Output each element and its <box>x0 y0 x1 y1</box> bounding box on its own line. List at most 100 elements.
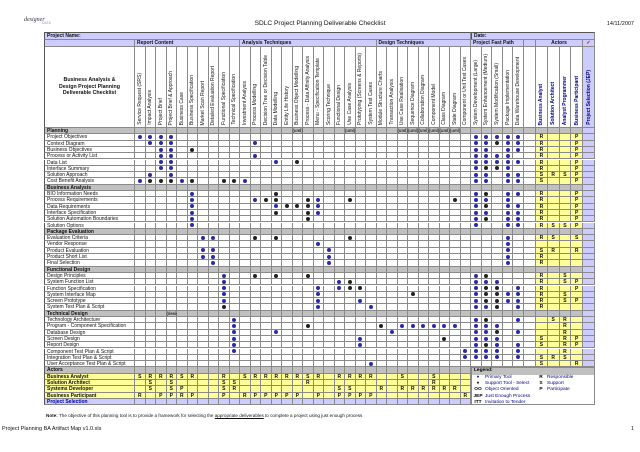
technique-cell[interactable] <box>219 165 230 173</box>
technique-cell[interactable] <box>261 134 272 141</box>
technique-cell[interactable] <box>303 153 314 160</box>
technique-cell[interactable] <box>135 216 146 223</box>
technique-cell[interactable] <box>208 165 219 173</box>
technique-cell[interactable] <box>261 209 272 217</box>
technique-cell[interactable] <box>229 134 240 141</box>
technique-cell[interactable] <box>397 197 408 204</box>
project-selection-row[interactable]: Project Selection <box>44 398 135 406</box>
technique-cell[interactable] <box>460 134 471 141</box>
actor-role-cell[interactable] <box>559 209 572 217</box>
technique-cell[interactable] <box>376 203 387 210</box>
technique-cell[interactable] <box>450 191 461 198</box>
actor-role-cell[interactable]: P <box>571 197 583 204</box>
technique-cell[interactable] <box>219 203 230 210</box>
project-selection-cell[interactable] <box>418 398 429 406</box>
technique-cell[interactable] <box>135 178 146 185</box>
technique-cell[interactable] <box>135 146 146 154</box>
technique-cell[interactable] <box>187 209 198 217</box>
technique-cell[interactable] <box>240 159 251 166</box>
technique-cell[interactable] <box>177 178 188 185</box>
technique-cell[interactable] <box>345 191 356 198</box>
technique-cell[interactable] <box>408 153 419 160</box>
technique-cell[interactable] <box>135 159 146 166</box>
project-selection-cell[interactable] <box>145 398 156 406</box>
technique-cell[interactable] <box>418 165 429 173</box>
technique-cell[interactable] <box>240 209 251 217</box>
technique-cell[interactable] <box>303 197 314 204</box>
project-selection-cell[interactable] <box>397 398 408 406</box>
technique-cell[interactable] <box>334 165 345 173</box>
technique-cell[interactable] <box>177 172 188 179</box>
actor-role-cell[interactable] <box>559 159 572 166</box>
project-selection-cell[interactable] <box>408 398 419 406</box>
technique-cell[interactable] <box>261 165 272 173</box>
technique-cell[interactable] <box>271 172 282 179</box>
technique-cell[interactable] <box>366 191 377 198</box>
technique-cell[interactable] <box>439 159 450 166</box>
technique-cell[interactable] <box>387 146 398 154</box>
fast-path-cell[interactable] <box>492 209 503 217</box>
technique-cell[interactable] <box>418 203 429 210</box>
project-selection-cell[interactable] <box>366 398 377 406</box>
technique-cell[interactable] <box>450 178 461 185</box>
actor-role-cell[interactable]: P <box>571 191 583 198</box>
technique-cell[interactable] <box>355 134 366 141</box>
technique-cell[interactable] <box>187 134 198 141</box>
project-selection-cell[interactable] <box>450 398 461 406</box>
technique-cell[interactable] <box>460 140 471 147</box>
technique-cell[interactable] <box>334 178 345 185</box>
project-selection-cell[interactable] <box>166 398 177 406</box>
technique-cell[interactable] <box>397 203 408 210</box>
technique-cell[interactable] <box>387 191 398 198</box>
technique-cell[interactable] <box>156 172 167 179</box>
technique-cell[interactable] <box>219 209 230 217</box>
technique-cell[interactable] <box>460 191 471 198</box>
technique-cell[interactable] <box>187 203 198 210</box>
technique-cell[interactable] <box>156 191 167 198</box>
project-selection-cell[interactable] <box>219 398 230 406</box>
fast-path-cell[interactable] <box>513 178 524 185</box>
technique-cell[interactable] <box>450 165 461 173</box>
technique-cell[interactable] <box>177 197 188 204</box>
project-selection-cell[interactable] <box>345 398 356 406</box>
actor-role-cell[interactable]: R <box>536 153 548 160</box>
technique-cell[interactable] <box>271 203 282 210</box>
technique-cell[interactable] <box>303 172 314 179</box>
technique-cell[interactable] <box>366 178 377 185</box>
technique-cell[interactable] <box>439 178 450 185</box>
actor-role-cell[interactable] <box>559 203 572 210</box>
technique-cell[interactable] <box>187 159 198 166</box>
fast-path-cell[interactable] <box>471 134 482 141</box>
technique-cell[interactable] <box>376 165 387 173</box>
fast-path-cell[interactable] <box>502 197 514 204</box>
technique-cell[interactable] <box>177 159 188 166</box>
technique-cell[interactable] <box>345 140 356 147</box>
technique-cell[interactable] <box>376 197 387 204</box>
technique-cell[interactable] <box>460 165 471 173</box>
technique-cell[interactable] <box>418 172 429 179</box>
technique-cell[interactable] <box>208 153 219 160</box>
technique-cell[interactable] <box>156 197 167 204</box>
technique-cell[interactable] <box>261 197 272 204</box>
technique-cell[interactable] <box>376 172 387 179</box>
actor-role-cell[interactable]: P <box>571 134 583 141</box>
fast-path-cell[interactable] <box>502 178 514 185</box>
technique-cell[interactable] <box>334 209 345 217</box>
technique-cell[interactable] <box>324 172 335 179</box>
technique-cell[interactable] <box>345 134 356 141</box>
technique-cell[interactable] <box>366 209 377 217</box>
project-selection-cell[interactable] <box>376 398 387 406</box>
technique-cell[interactable] <box>187 153 198 160</box>
project-selection-cell[interactable] <box>303 398 314 406</box>
fast-path-cell[interactable] <box>492 153 503 160</box>
technique-cell[interactable] <box>429 159 440 166</box>
technique-cell[interactable] <box>135 134 146 141</box>
technique-cell[interactable] <box>219 146 230 154</box>
technique-cell[interactable] <box>366 172 377 179</box>
technique-cell[interactable] <box>429 134 440 141</box>
technique-cell[interactable] <box>439 165 450 173</box>
technique-cell[interactable] <box>219 172 230 179</box>
technique-cell[interactable] <box>135 197 146 204</box>
actor-role-cell[interactable]: P <box>571 159 583 166</box>
technique-cell[interactable] <box>145 203 156 210</box>
